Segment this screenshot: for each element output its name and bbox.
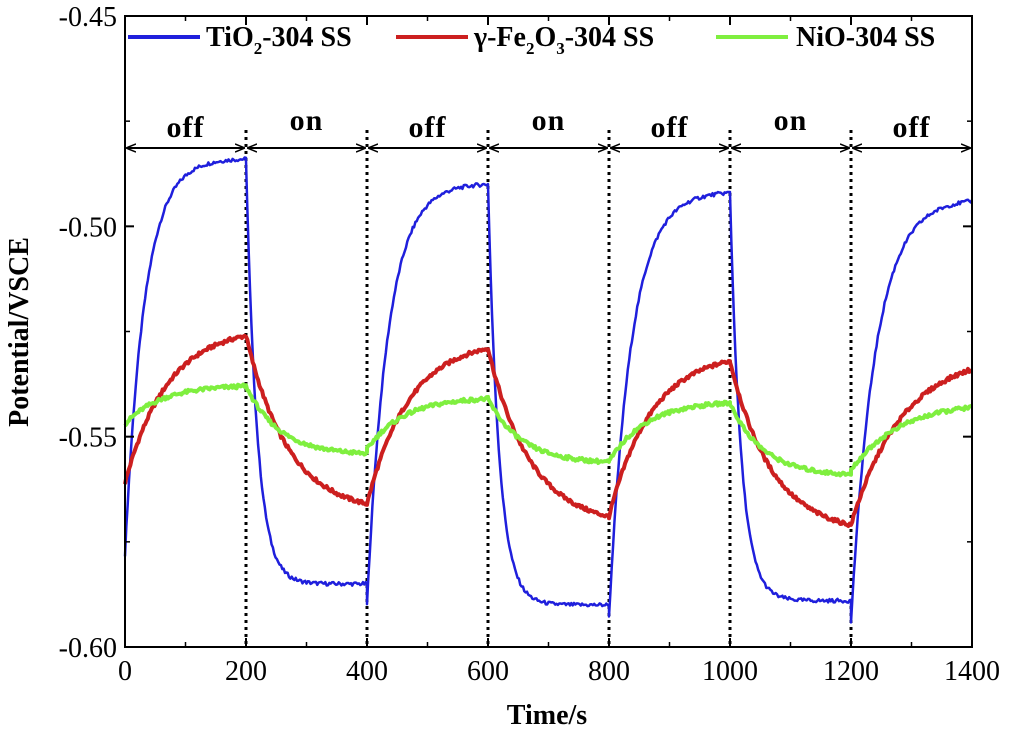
series-line-1: [123, 333, 973, 528]
y-tick-label: -0.50: [59, 212, 117, 243]
x-tick-label: 1000: [702, 656, 758, 687]
legend: TiO2-304 SS γ-Fe2O3-304 SS NiO-304 SS: [128, 22, 935, 58]
y-axis-title: Potential/VSCE: [4, 237, 35, 427]
x-tick-label: 600: [467, 656, 509, 687]
y-tick-label: -0.60: [59, 633, 117, 664]
y-tick-label: -0.55: [59, 423, 117, 454]
x-tick-label: 1200: [823, 656, 879, 687]
phase-label-on: on: [774, 104, 808, 137]
legend-label-nio: NiO-304 SS: [796, 22, 935, 53]
y-tick-label: -0.45: [59, 2, 117, 33]
phase-label-off: off: [167, 111, 205, 144]
series-line-0: [123, 156, 974, 624]
series-line-2: [123, 382, 973, 478]
axes: 0 200 400 600 800 1000 1200 1400 -0.45 -0.50 -0.55…: [59, 2, 1000, 687]
phase-annotations: off on off on off on off: [127, 104, 970, 148]
x-tick-label: 400: [346, 656, 388, 687]
series-lines: [123, 156, 974, 624]
phase-label-on: on: [532, 104, 566, 137]
x-axis-title: Time/s: [507, 700, 587, 730]
x-tick-label: 800: [588, 656, 630, 687]
x-tick-label: 1400: [944, 656, 1000, 687]
x-tick-label: 200: [225, 656, 267, 687]
phase-label-on: on: [290, 104, 324, 137]
light-switch-lines: [244, 130, 853, 647]
phase-label-off: off: [651, 111, 689, 144]
phase-label-off: off: [893, 111, 931, 144]
phase-label-off: off: [409, 111, 447, 144]
legend-label-tio2: TiO2-304 SS: [206, 22, 352, 58]
x-tick-label: 0: [118, 656, 132, 687]
legend-label-fe2o3: γ-Fe2O3-304 SS: [473, 22, 654, 58]
